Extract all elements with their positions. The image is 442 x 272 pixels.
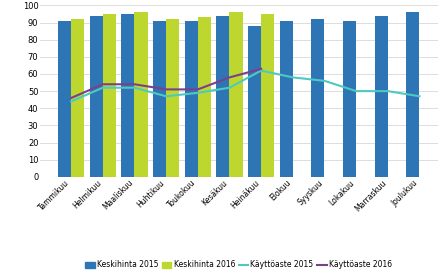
Bar [343, 21, 356, 177]
Bar [58, 21, 71, 177]
Bar [166, 19, 179, 177]
Bar [134, 12, 148, 177]
Bar [229, 12, 243, 177]
Bar [279, 21, 293, 177]
Bar [153, 21, 166, 177]
Bar [406, 12, 419, 177]
Legend: Keskihinta 2015, Keskihinta 2016, Käyttöaste 2015, Käyttöaste 2016: Keskihinta 2015, Keskihinta 2016, Käyttö… [82, 257, 395, 272]
Bar [248, 26, 261, 177]
Bar [90, 16, 103, 177]
Bar [71, 19, 84, 177]
Bar [121, 14, 134, 177]
Bar [374, 16, 388, 177]
Bar [261, 14, 274, 177]
Bar [311, 19, 324, 177]
Bar [103, 14, 116, 177]
Bar [184, 21, 198, 177]
Bar [198, 17, 211, 177]
Bar [216, 16, 229, 177]
